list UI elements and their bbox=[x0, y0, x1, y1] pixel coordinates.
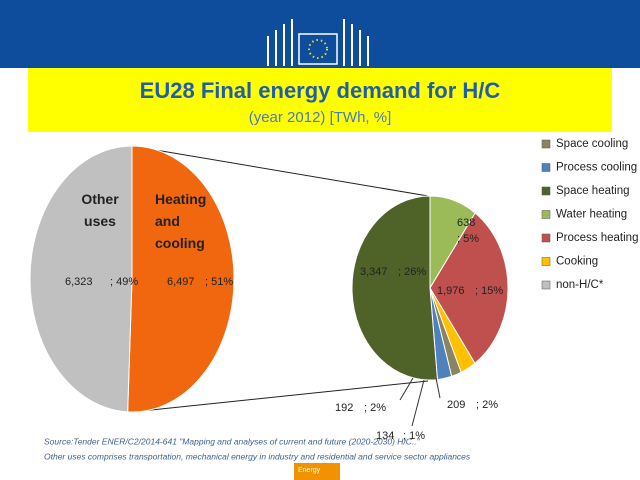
legend-label: Water heating bbox=[556, 209, 627, 221]
note: Other uses comprises transportation, mec… bbox=[44, 451, 471, 461]
legend-label: Space heating bbox=[556, 185, 630, 197]
legend-label: non-H/C* bbox=[556, 279, 604, 291]
category-line: Heating bbox=[155, 191, 206, 207]
leader-line bbox=[435, 377, 441, 399]
pie-slice bbox=[429, 212, 509, 364]
value-label: 192 bbox=[335, 402, 353, 414]
category-line: cooling bbox=[155, 235, 205, 251]
legend-swatch bbox=[541, 257, 551, 266]
pie-slice bbox=[127, 145, 235, 413]
legend-swatch bbox=[541, 163, 551, 172]
title-box bbox=[28, 68, 612, 132]
percent-label: ; 1% bbox=[403, 430, 425, 442]
legend-swatch bbox=[541, 139, 551, 149]
leader-line bbox=[399, 377, 414, 401]
eu-logo bbox=[267, 19, 369, 66]
value-label: 1,976 bbox=[437, 285, 465, 297]
category-line: Other bbox=[81, 191, 119, 207]
legend-swatch bbox=[541, 210, 551, 219]
pie-slice bbox=[29, 145, 133, 413]
percent-label: ; 49% bbox=[110, 276, 138, 288]
percent-label: ; 26% bbox=[398, 266, 426, 278]
category-line: and bbox=[155, 213, 180, 229]
percent-label: ; 2% bbox=[364, 402, 386, 414]
legend-swatch bbox=[541, 280, 551, 290]
value-label: 638 bbox=[457, 217, 475, 229]
legend-label: Cooking bbox=[556, 256, 598, 268]
badge-box bbox=[294, 463, 340, 480]
connector bbox=[131, 145, 429, 197]
percent-label: ; 2% bbox=[476, 399, 498, 411]
legend-label: Process cooling bbox=[556, 162, 637, 174]
value-label: 6,497 bbox=[167, 276, 195, 288]
percent-label: ; 5% bbox=[457, 233, 479, 245]
value-label: 209 bbox=[447, 399, 465, 411]
source: Source:Tender ENER/C2/2014-641 "Mapping … bbox=[44, 436, 421, 446]
badge: Energy bbox=[298, 467, 321, 474]
chart-title: EU28 Final energy demand for H/C bbox=[140, 78, 501, 103]
pie-slice bbox=[351, 195, 438, 381]
slice-category: Other uses bbox=[81, 191, 119, 229]
legend-swatch bbox=[541, 233, 551, 243]
pie-of-pie: Other uses Heating and cooling 6,323 ; 49% 6,49… bbox=[29, 138, 638, 442]
percent-label: ; 51% bbox=[205, 276, 233, 288]
legend-swatch bbox=[541, 186, 551, 196]
legend-label: Process heating bbox=[556, 232, 638, 244]
connector bbox=[131, 380, 429, 413]
value-label: 6,323 bbox=[65, 276, 93, 288]
slice-category: Heating and cooling bbox=[155, 191, 206, 251]
legend-label: Space cooling bbox=[556, 138, 628, 150]
leader-line bbox=[411, 379, 425, 427]
chart-subtitle: (year 2012) [TWh, %] bbox=[249, 109, 392, 126]
value-label: 3,347 bbox=[360, 266, 388, 278]
percent-label: ; 15% bbox=[475, 285, 503, 297]
category-line: uses bbox=[84, 213, 116, 229]
value-label: 134 bbox=[376, 430, 394, 442]
